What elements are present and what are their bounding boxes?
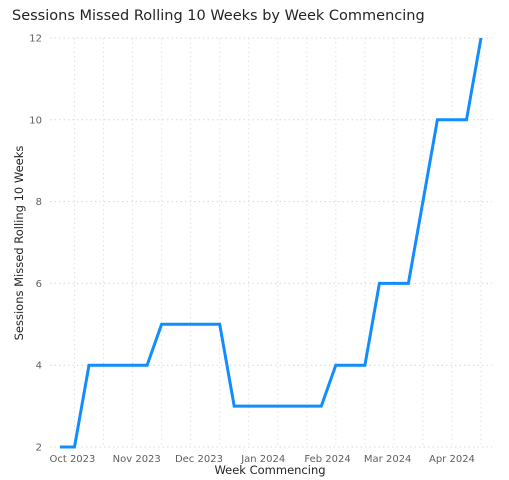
data-point[interactable] — [86, 362, 92, 368]
data-point[interactable] — [217, 321, 223, 327]
data-point[interactable] — [420, 199, 426, 205]
data-point[interactable] — [173, 321, 179, 327]
x-tick-label: Apr 2024 — [429, 454, 475, 465]
data-point[interactable] — [347, 362, 353, 368]
data-point[interactable] — [362, 362, 368, 368]
data-point[interactable] — [434, 117, 440, 123]
data-point[interactable] — [333, 362, 339, 368]
y-axis-label: Sessions Missed Rolling 10 Weeks — [12, 146, 26, 341]
data-point[interactable] — [275, 403, 281, 409]
x-tick-label: Mar 2024 — [364, 454, 412, 465]
data-point[interactable] — [405, 280, 411, 286]
data-point[interactable] — [159, 321, 165, 327]
data-point[interactable] — [188, 321, 194, 327]
data-point[interactable] — [391, 280, 397, 286]
data-point[interactable] — [478, 35, 484, 41]
data-point[interactable] — [130, 362, 136, 368]
data-point[interactable] — [72, 444, 78, 450]
y-tick-label: 6 — [36, 279, 42, 290]
data-point[interactable] — [231, 403, 237, 409]
x-axis-ticks: Oct 2023 Nov 2023 Dec 2023 Jan 2024 Feb 2024… — [49, 454, 474, 465]
data-point[interactable] — [202, 321, 208, 327]
x-tick-label: Nov 2023 — [113, 454, 161, 465]
x-axis-label: Week Commencing — [214, 463, 325, 477]
data-point[interactable] — [246, 403, 252, 409]
x-tick-label: Oct 2023 — [49, 454, 95, 465]
data-point[interactable] — [289, 403, 295, 409]
x-tick-label: Dec 2023 — [175, 454, 223, 465]
y-tick-label: 8 — [36, 197, 42, 208]
series-line — [60, 37, 483, 449]
data-point[interactable] — [318, 403, 324, 409]
y-axis-ticks: 2 4 6 8 10 12 — [29, 34, 42, 454]
data-point[interactable] — [449, 117, 455, 123]
data-point[interactable] — [463, 117, 469, 123]
y-tick-label: 12 — [29, 34, 42, 45]
series-layer — [57, 35, 484, 450]
y-tick-label: 10 — [29, 115, 42, 126]
data-point[interactable] — [144, 362, 150, 368]
data-point[interactable] — [376, 280, 382, 286]
data-point[interactable] — [260, 403, 266, 409]
x-tick-label: Feb 2024 — [304, 454, 350, 465]
data-point[interactable] — [57, 444, 63, 450]
y-tick-label: 4 — [36, 361, 42, 372]
data-point[interactable] — [115, 362, 121, 368]
gridlines — [50, 37, 492, 448]
y-tick-label: 2 — [36, 443, 42, 454]
data-point[interactable] — [304, 403, 310, 409]
data-point[interactable] — [101, 362, 107, 368]
x-tick-label: Jan 2024 — [240, 454, 285, 465]
chart-title: Sessions Missed Rolling 10 Weeks by Week… — [12, 8, 425, 24]
